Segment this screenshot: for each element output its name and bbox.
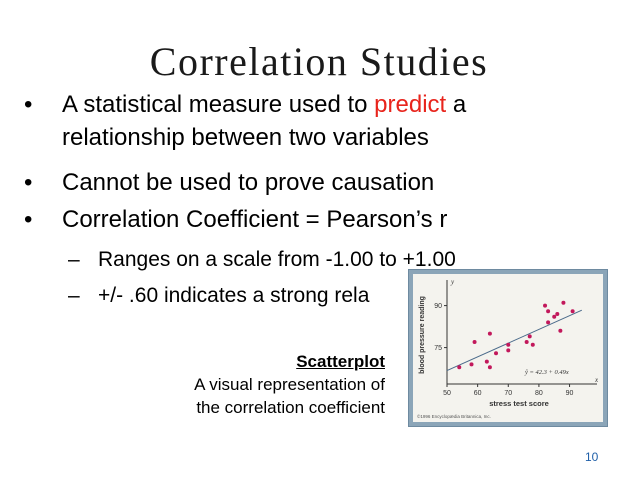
- y-axis-marker: y: [450, 278, 455, 286]
- subbullet-range: – Ranges on a scale from -1.00 to +1.00: [68, 248, 456, 272]
- slide-title: Correlation Studies: [149, 39, 489, 84]
- y-tick-label: 75: [434, 345, 442, 352]
- data-point: [484, 359, 489, 364]
- subbullet-1-text: Ranges on a scale from -1.00 to +1.00: [98, 248, 456, 271]
- data-point: [469, 362, 474, 367]
- data-point: [546, 309, 551, 314]
- y-axis-label: blood pressure reading: [419, 296, 426, 374]
- regression-line: [446, 309, 583, 372]
- data-point: [552, 314, 557, 319]
- page-number: 10: [585, 450, 599, 464]
- data-point: [558, 328, 563, 333]
- bullet-3-text: Correlation Coefficient = Pearson’s r: [62, 206, 448, 233]
- x-tick-label: 80: [535, 390, 543, 397]
- data-point: [527, 334, 532, 339]
- scatterplot-caption: Scatterplot A visual representation of t…: [130, 350, 385, 419]
- bullet-dot: •: [24, 206, 33, 233]
- x-tick-label: 70: [504, 390, 512, 397]
- data-point: [555, 312, 560, 316]
- x-tick-label: 90: [566, 390, 574, 397]
- data-point: [472, 340, 477, 344]
- data-point: [524, 340, 529, 344]
- regression-equation: ŷ = 42.3 + 0.49x: [524, 369, 569, 376]
- scatterplot-figure: y x 50 60 70 80 90 75 90 stress test score blood p…: [408, 269, 608, 427]
- bullet-causation: • Cannot be used to prove causation: [24, 166, 434, 199]
- bullet-dot: •: [24, 169, 33, 196]
- x-tick-label: 50: [443, 390, 451, 397]
- copyright-note: ©1996 Encyclopædia Britannica, Inc.: [417, 413, 491, 419]
- x-axis-marker: x: [594, 376, 599, 384]
- caption-line-1: A visual representation of: [194, 375, 385, 394]
- data-point: [543, 303, 548, 308]
- bullet-1-highlight: predict: [374, 91, 447, 118]
- bullet-coefficient: • Correlation Coefficient = Pearson’s r: [24, 203, 447, 236]
- data-point: [457, 365, 462, 370]
- subbullet-dash: –: [68, 284, 80, 307]
- data-point: [487, 365, 492, 370]
- scatterplot-chart: y x 50 60 70 80 90 75 90 stress test score blood p…: [417, 278, 599, 419]
- bullet-predict: • A statistical measure used to predict a…: [24, 88, 466, 154]
- data-point: [561, 300, 566, 305]
- bullet-1-text-pre: A statistical measure used to: [62, 91, 375, 118]
- y-tick-label: 90: [434, 303, 442, 310]
- data-point: [546, 320, 551, 325]
- data-point: [494, 351, 499, 356]
- caption-line-2: the correlation coefficient: [196, 398, 385, 417]
- data-point: [506, 342, 511, 347]
- bullet-2-text: Cannot be used to prove causation: [62, 169, 435, 196]
- scatterplot-panel: y x 50 60 70 80 90 75 90 stress test score blood p…: [413, 274, 603, 422]
- subbullet-2-text: +/- .60 indicates a strong rela: [98, 284, 370, 307]
- data-point: [570, 309, 575, 314]
- x-tick-label: 60: [474, 390, 482, 397]
- x-axis-label: stress test score: [489, 399, 549, 408]
- data-point: [487, 331, 492, 336]
- bullet-1-line-2: relationship between two variables: [62, 124, 429, 151]
- data-point: [506, 348, 511, 353]
- bullet-1-text-post: a: [446, 91, 467, 118]
- subbullet-dash: –: [68, 248, 80, 271]
- subbullet-strong: – +/- .60 indicates a strong rela: [68, 284, 369, 308]
- data-point: [530, 342, 535, 347]
- bullet-dot: •: [24, 91, 33, 118]
- caption-title: Scatterplot: [296, 352, 385, 371]
